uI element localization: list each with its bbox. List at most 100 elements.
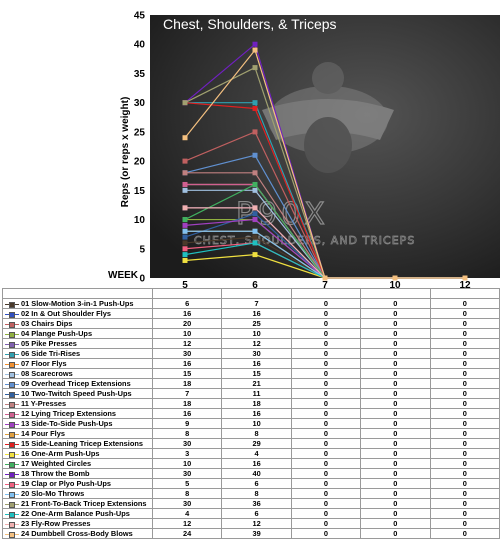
value-cell: 8	[221, 428, 292, 439]
value-cell: 12	[221, 338, 292, 349]
value-cell: 0	[429, 338, 500, 349]
data-point	[182, 170, 188, 176]
value-cell: 0	[429, 318, 500, 329]
table-row: 06 Side Tri-Rises 30 30 0 0 0	[2, 348, 500, 359]
value-cell: 36	[221, 498, 292, 509]
data-point	[252, 228, 258, 234]
value-cell: 0	[360, 318, 431, 329]
table-row: 11 Y-Presses 18 18 0 0 0	[2, 398, 500, 409]
value-cell: 0	[290, 328, 362, 339]
value-cell: 10	[151, 328, 223, 339]
value-cell: 0	[290, 428, 362, 439]
value-cell: 4	[151, 508, 223, 519]
legend-entry: 23 Fly-Row Presses	[2, 518, 153, 529]
legend-entry: 12 Lying Tricep Extensions	[2, 408, 153, 419]
value-cell: 0	[360, 488, 431, 499]
data-point	[252, 181, 258, 187]
value-cell: 0	[429, 528, 500, 539]
x-tick-label: 6	[252, 280, 258, 290]
legend-entry: 04 Plange Push-Ups	[2, 328, 153, 339]
value-cell: 6	[151, 298, 223, 309]
legend-entry: 08 Scarecrows	[2, 368, 153, 379]
value-cell: 6	[221, 478, 292, 489]
value-cell: 0	[429, 298, 500, 309]
legend-entry: 14 Pour Flys	[2, 428, 153, 439]
data-point	[182, 257, 188, 263]
value-cell: 10	[221, 328, 292, 339]
chart-title: Chest, Shoulders, & Triceps	[163, 16, 337, 32]
background-art	[262, 62, 394, 173]
data-point	[182, 205, 188, 211]
value-cell: 0	[360, 448, 431, 459]
value-cell: 7	[151, 388, 223, 399]
data-point	[392, 275, 398, 281]
table-row: 22 One-Arm Balance Push-Ups 4 6 0 0 0	[2, 508, 500, 519]
legend-entry: 07 Floor Flys	[2, 358, 153, 369]
value-cell: 16	[221, 358, 292, 369]
value-cell: 0	[360, 438, 431, 449]
data-point	[182, 100, 188, 106]
value-cell: 0	[360, 328, 431, 339]
legend-swatch	[5, 351, 19, 358]
value-cell: 16	[151, 358, 223, 369]
data-point	[322, 275, 328, 281]
data-point	[182, 135, 188, 141]
data-point	[182, 217, 188, 223]
data-point	[182, 181, 188, 187]
table-row: 03 Chairs Dips 20 25 0 0 0	[2, 318, 500, 329]
value-cell: 0	[429, 498, 500, 509]
data-point	[252, 170, 258, 176]
legend-entry: 21 Front-To-Back Tricep Extensions	[2, 498, 153, 509]
value-cell: 40	[221, 468, 292, 479]
value-cell: 0	[360, 458, 431, 469]
data-point	[182, 252, 188, 258]
value-cell: 0	[290, 318, 362, 329]
legend-entry: 11 Y-Presses	[2, 398, 153, 409]
value-cell: 0	[290, 478, 362, 489]
data-point	[182, 222, 188, 228]
legend-label: 16 One-Arm Push-Ups	[21, 449, 100, 458]
value-cell: 0	[360, 418, 431, 429]
table-row: 15 Side-Leaning Tricep Extensions 30 29 0 0 0	[2, 438, 500, 449]
legend-swatch	[5, 481, 19, 488]
table-row: 17 Weighted Circles 10 16 0 0 0	[2, 458, 500, 469]
value-cell: 0	[290, 498, 362, 509]
x-tick-label: 10	[389, 280, 401, 290]
table-row: 05 Pike Presses 12 12 0 0 0	[2, 338, 500, 349]
legend-swatch	[5, 441, 19, 448]
legend-label: 02 In & Out Shoulder Flys	[21, 309, 111, 318]
value-cell: 8	[151, 488, 223, 499]
data-point	[182, 187, 188, 193]
value-cell: 0	[429, 508, 500, 519]
value-cell: 18	[151, 378, 223, 389]
legend-swatch	[5, 501, 19, 508]
value-cell: 16	[221, 458, 292, 469]
legend-swatch	[5, 421, 19, 428]
data-point	[182, 240, 188, 246]
value-cell: 16	[151, 408, 223, 419]
value-cell: 0	[360, 308, 431, 319]
legend-swatch	[5, 471, 19, 478]
table-row: 20 Slo-Mo Throws 8 8 0 0 0	[2, 488, 500, 499]
value-cell: 0	[290, 418, 362, 429]
legend-swatch	[5, 371, 19, 378]
table-row: 10 Two-Twitch Speed Push-Ups 7 11 0 0 0	[2, 388, 500, 399]
value-cell: 30	[151, 438, 223, 449]
value-cell: 0	[360, 528, 431, 539]
y-tick-label: 30	[134, 98, 146, 109]
legend-label: 20 Slo-Mo Throws	[21, 489, 85, 498]
data-point	[252, 234, 258, 240]
value-cell: 0	[429, 308, 500, 319]
legend-swatch	[5, 301, 19, 308]
legend-entry: 13 Side-To-Side Push-Ups	[2, 418, 153, 429]
value-cell: 0	[290, 408, 362, 419]
table-row: 07 Floor Flys 16 16 0 0 0	[2, 358, 500, 369]
value-cell: 25	[221, 318, 292, 329]
legend-label: 23 Fly-Row Presses	[21, 519, 91, 528]
value-cell: 0	[290, 388, 362, 399]
legend-entry: 05 Pike Presses	[2, 338, 153, 349]
value-cell: 0	[290, 528, 362, 539]
y-tick-label: 10	[134, 215, 146, 226]
legend-label: 17 Weighted Circles	[21, 459, 92, 468]
value-cell: 4	[221, 448, 292, 459]
